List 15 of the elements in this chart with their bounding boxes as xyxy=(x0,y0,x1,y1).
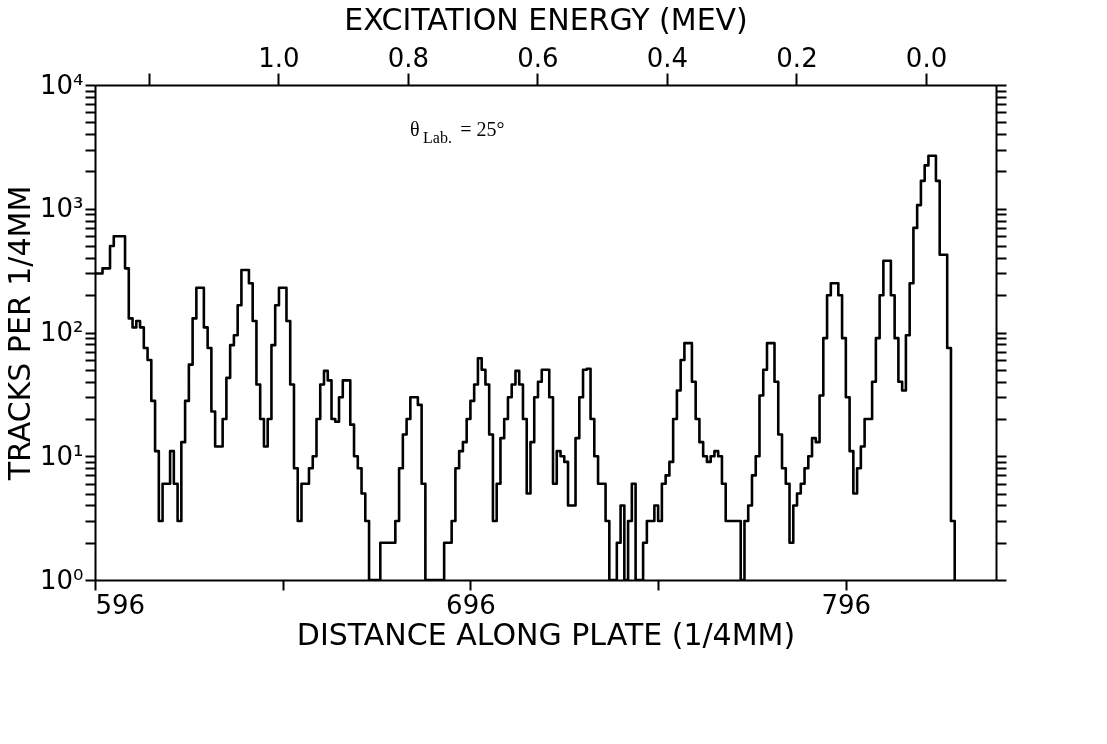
y-axis-title: TRACKS PER 1/4MM xyxy=(1,185,37,482)
x-tick-label: 596 xyxy=(95,589,146,620)
x-tick-label: 796 xyxy=(821,589,872,620)
x2-tick-label: 1.0 xyxy=(258,42,300,73)
y-tick-label: 10⁰ xyxy=(39,564,84,595)
x2-tick-label: 0.4 xyxy=(646,42,689,73)
x2-tick-label: 0.6 xyxy=(517,42,559,73)
x2-tick-label: 0.8 xyxy=(387,42,430,73)
x2-tick-label: 0.2 xyxy=(776,42,818,73)
y-tick-label: 10⁴ xyxy=(39,69,84,100)
y-tick-label: 10³ xyxy=(39,193,84,224)
y-tick-label: 10² xyxy=(39,317,84,347)
y-tick-label: 10¹ xyxy=(39,440,84,471)
x2-tick-label: 0.0 xyxy=(905,42,948,73)
x2-axis-title: EXCITATION ENERGY (MEV) xyxy=(344,1,748,37)
